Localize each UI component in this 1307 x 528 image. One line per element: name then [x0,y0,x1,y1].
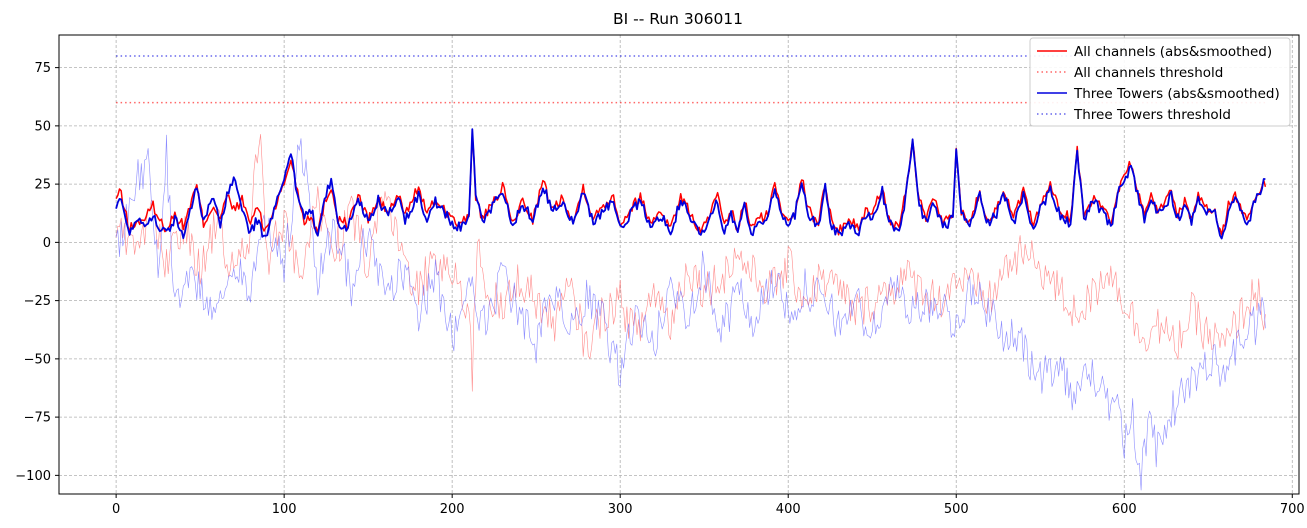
y-axis: −100 −75 −50 −25 0 25 50 75 [15,61,59,484]
x-tick-label: 700 [1280,502,1305,517]
legend: All channels (abs&smoothed) All channels… [1029,37,1291,127]
x-tick-label: 300 [608,502,633,517]
y-tick-label: 0 [43,236,51,251]
x-tick-label: 400 [776,502,801,517]
y-tick-label: 75 [34,61,51,76]
x-tick-label: 100 [272,502,297,517]
legend-label-three-towers-threshold: Three Towers threshold [1073,107,1231,123]
x-tick-label: 200 [440,502,465,517]
y-tick-label: 25 [34,178,51,193]
series-line-2 [115,128,1266,240]
x-tick-label: 0 [112,502,120,517]
legend-label-all-channels-threshold: All channels threshold [1074,65,1223,81]
series-line-5 [115,134,1266,491]
plot-frame [58,34,1300,495]
gridlines [59,35,1299,494]
legend-label-three-towers: Three Towers (abs&smoothed) [1073,86,1280,102]
series-layer [115,55,1267,491]
y-tick-label: −25 [24,294,51,309]
y-tick-label: −100 [15,469,51,484]
y-tick-label: −75 [24,411,51,426]
x-tick-label: 500 [944,502,969,517]
y-tick-label: 50 [34,119,51,134]
series-line-4 [115,134,1266,392]
x-axis: 0 100 200 300 400 500 600 700 [112,494,1305,517]
x-tick-label: 600 [1112,502,1137,517]
legend-box [1029,37,1291,127]
legend-label-all-channels: All channels (abs&smoothed) [1074,44,1272,60]
y-tick-label: −50 [24,352,51,367]
chart-title: BI -- Run 306011 [613,10,743,28]
